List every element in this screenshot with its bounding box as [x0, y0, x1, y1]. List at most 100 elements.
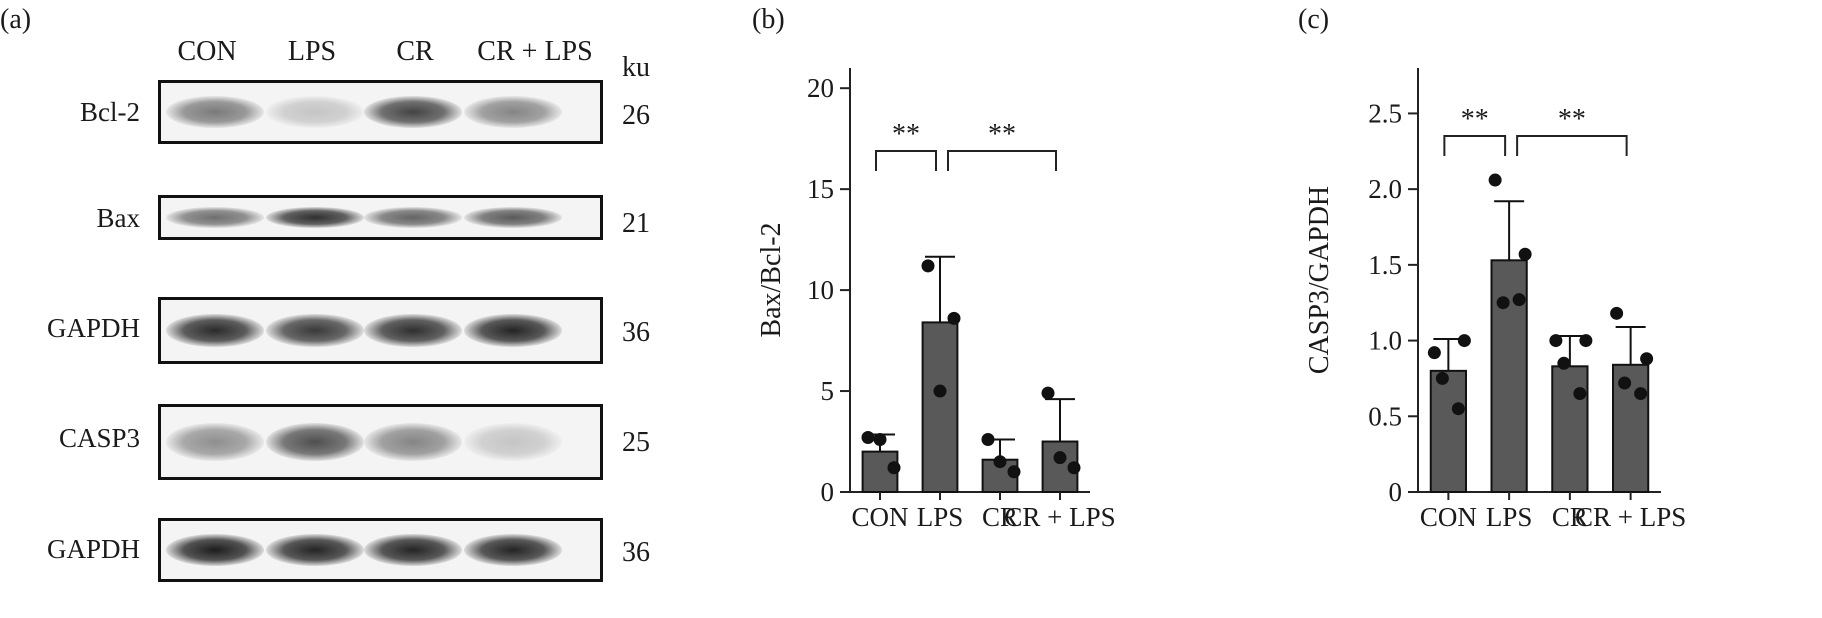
- y-tick-label: 15: [807, 174, 834, 204]
- blot-band: [364, 422, 462, 462]
- blot-band: [166, 313, 264, 348]
- data-point: [1457, 334, 1471, 348]
- significance-bracket: [1443, 135, 1507, 156]
- blot-band: [266, 96, 364, 128]
- blot-band: [166, 96, 264, 128]
- protein-label-casp3: CASP3: [58, 423, 140, 453]
- blot-band: [166, 534, 264, 566]
- panel-label-c: (c): [1298, 4, 1330, 35]
- y-tick-label: 1.5: [1368, 250, 1402, 280]
- lane-label-cr: CR: [396, 36, 434, 67]
- y-tick-label: 0: [821, 477, 835, 507]
- data-point: [1518, 247, 1532, 261]
- x-tick-label: LPS: [1486, 502, 1533, 532]
- y-tick-label: 0: [1389, 477, 1403, 507]
- significance-label: **: [1461, 104, 1489, 135]
- data-point: [1427, 346, 1441, 360]
- mw-label-casp3: 25: [622, 427, 650, 458]
- mw-label-gapdh-1: 36: [622, 317, 650, 348]
- blot-band: [266, 422, 364, 462]
- blot-band: [266, 206, 364, 229]
- blot-band: [464, 206, 562, 229]
- protein-label-gapdh-2: GAPDH: [46, 534, 140, 564]
- y-tick-label: 10: [807, 275, 834, 305]
- protein-label-bcl2: Bcl-2: [80, 97, 140, 127]
- y-tick-label: 2.5: [1368, 98, 1402, 128]
- blot-strip-bax: [158, 195, 603, 240]
- x-tick-label: CR + LPS: [1004, 502, 1115, 532]
- data-point: [993, 455, 1007, 469]
- blot-band: [166, 422, 264, 462]
- x-tick-label: CR: [1552, 502, 1588, 532]
- data-point: [1573, 387, 1587, 401]
- blot-band: [266, 313, 364, 348]
- blot-strip-gapdh-1: [158, 297, 603, 364]
- x-tick-label: CON: [1420, 502, 1477, 532]
- bar: [1551, 365, 1589, 494]
- data-point: [1579, 334, 1593, 348]
- data-point: [1067, 461, 1081, 475]
- data-point: [887, 461, 901, 475]
- y-tick-label: 20: [807, 73, 834, 103]
- significance-bracket: [947, 150, 1057, 171]
- significance-bracket: [1516, 135, 1628, 156]
- data-point: [933, 384, 947, 398]
- y-axis-label: Bax/Bcl-2: [760, 222, 787, 337]
- y-tick-label: 1.0: [1368, 326, 1402, 356]
- data-point: [873, 433, 887, 447]
- unit-label-ku: ku: [622, 52, 650, 83]
- y-tick-label: 0.5: [1368, 401, 1402, 431]
- blot-band: [464, 313, 562, 348]
- x-tick-label: LPS: [917, 502, 964, 532]
- lane-label-lps: LPS: [287, 36, 337, 67]
- blot-band: [364, 96, 462, 128]
- blot-band: [266, 534, 364, 566]
- blot-band: [464, 534, 562, 566]
- mw-label-gapdh-2: 36: [622, 537, 650, 568]
- data-point: [921, 259, 935, 273]
- data-point: [1496, 296, 1510, 310]
- data-point: [1557, 356, 1571, 370]
- y-tick-label: 5: [821, 376, 835, 406]
- y-axis-label: CASP3/GAPDH: [1306, 186, 1335, 374]
- blot-band: [364, 534, 462, 566]
- data-point: [981, 433, 995, 447]
- y-tick-label: 2.0: [1368, 174, 1402, 204]
- x-tick-label: CR + LPS: [1575, 502, 1686, 532]
- blot-strip-gapdh-2: [158, 518, 603, 582]
- blot-band: [166, 206, 264, 229]
- mw-label-bcl2: 26: [622, 100, 650, 131]
- data-point: [1618, 376, 1632, 390]
- data-point: [1512, 293, 1526, 307]
- data-point: [1640, 352, 1654, 366]
- mw-label-bax: 21: [622, 208, 650, 239]
- panel-label-b: (b): [752, 4, 785, 35]
- data-point: [947, 311, 961, 325]
- lane-label-cr-lps: CR + LPS: [477, 36, 593, 67]
- x-tick-label: CON: [851, 502, 908, 532]
- significance-label: **: [1558, 104, 1586, 135]
- significance-label: **: [892, 119, 920, 150]
- protein-label-bax: Bax: [96, 203, 141, 233]
- panel-label-a: (a): [0, 4, 32, 35]
- protein-label-gapdh-1: GAPDH: [46, 313, 140, 343]
- data-point: [1634, 387, 1648, 401]
- data-point: [1435, 371, 1449, 385]
- blot-band: [464, 96, 562, 128]
- data-point: [1610, 306, 1624, 320]
- data-point: [1053, 451, 1067, 465]
- blot-strip-bcl2: [158, 80, 603, 144]
- significance-label: **: [988, 119, 1016, 150]
- data-point: [1007, 465, 1021, 479]
- blot-band: [364, 206, 462, 229]
- data-point: [1041, 386, 1055, 400]
- lane-label-con: CON: [177, 36, 237, 67]
- bar: [921, 321, 959, 493]
- blot-band: [364, 313, 462, 348]
- data-point: [1549, 334, 1563, 348]
- x-tick-label: CR: [982, 502, 1018, 532]
- bar: [1429, 369, 1467, 494]
- blot-strip-casp3: [158, 404, 603, 480]
